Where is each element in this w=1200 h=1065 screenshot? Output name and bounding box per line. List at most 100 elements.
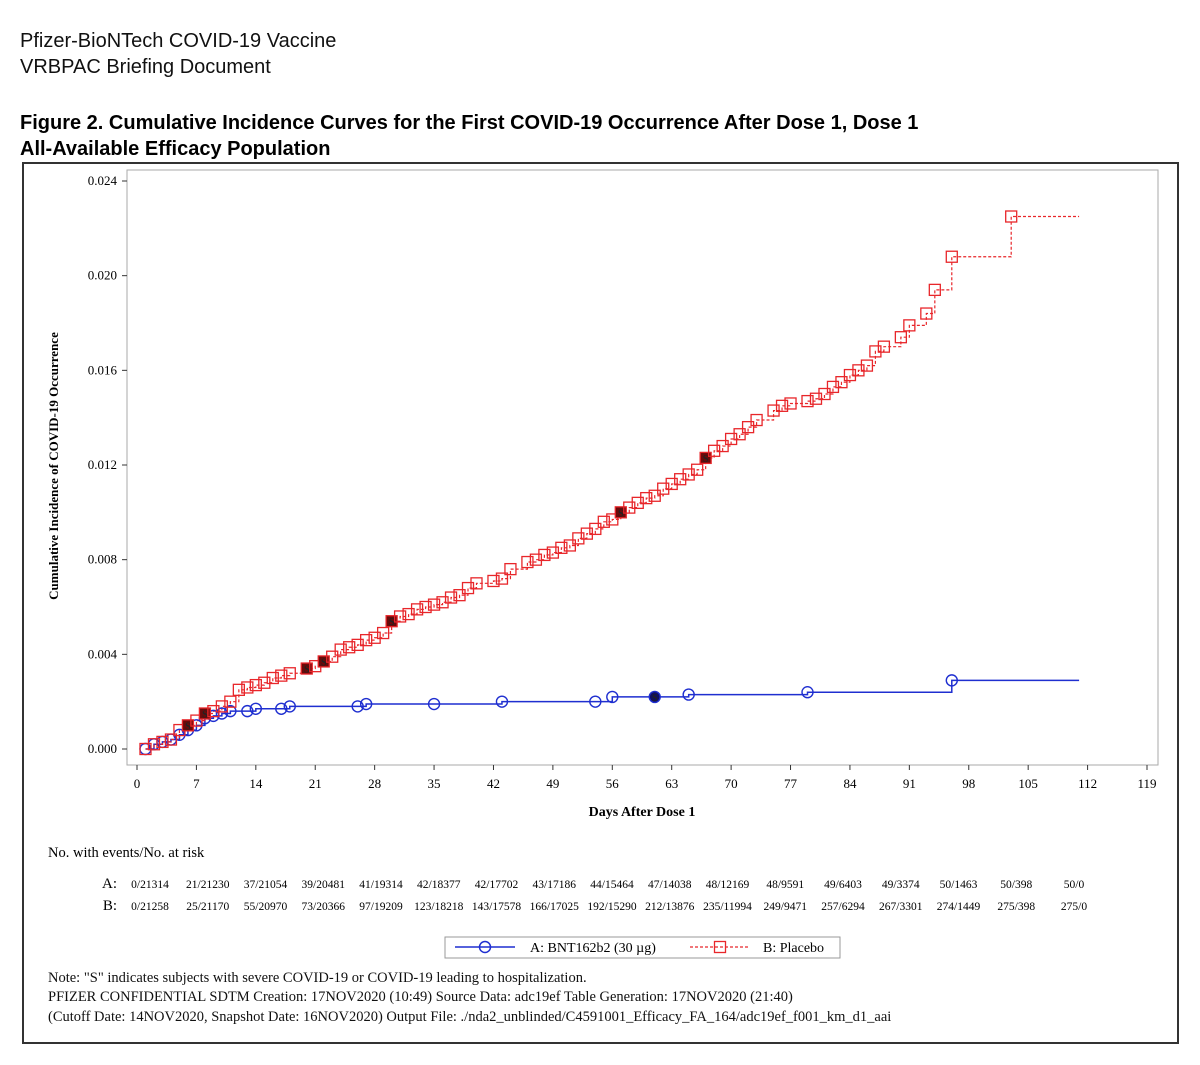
severe-point-placebo — [181, 719, 195, 732]
at-risk-cell: 97/19209 — [359, 901, 403, 913]
data-point-placebo — [784, 397, 797, 410]
severe-marker-label: S — [618, 508, 624, 519]
data-point-placebo — [139, 742, 152, 756]
data-point-placebo — [589, 522, 602, 536]
figure-title: Figure 2. Cumulative Incidence Curves fo… — [20, 110, 918, 162]
data-point-placebo — [580, 527, 593, 540]
data-point-bnt162b2 — [589, 695, 602, 708]
data-point-placebo — [648, 489, 661, 502]
severe-marker-label: S — [389, 617, 395, 628]
data-point-placebo — [156, 735, 169, 749]
data-point-placebo — [487, 574, 500, 588]
x-tick-label: 63 — [665, 776, 678, 791]
data-point-placebo — [453, 589, 466, 602]
data-point-placebo — [801, 394, 814, 408]
data-point-placebo — [351, 638, 364, 652]
at-risk-cell: 123/18218 — [414, 901, 463, 913]
data-point-placebo — [393, 610, 407, 623]
y-tick-label: 0.000 — [88, 741, 117, 756]
note-line-1: Note: "S" indicates subjects with severe… — [48, 970, 587, 986]
at-risk-cell: 267/3301 — [879, 901, 923, 913]
at-risk-row-label: A: — [102, 876, 117, 892]
figure-title-line-1: Figure 2. Cumulative Incidence Curves fo… — [20, 112, 919, 134]
data-point-bnt162b2 — [249, 702, 263, 715]
severe-marker-label: S — [703, 454, 709, 465]
data-point-placebo — [597, 515, 610, 528]
data-point-placebo — [767, 404, 780, 417]
data-point-placebo — [410, 603, 424, 616]
legend-box — [444, 936, 841, 959]
severe-marker-label: S — [185, 721, 191, 732]
figure-frame — [22, 162, 1179, 1044]
y-axis-label: Cumulative Incidence of COVID-19 Occurre… — [46, 332, 61, 600]
data-point-placebo — [563, 539, 577, 552]
data-point-placebo — [920, 307, 933, 320]
at-risk-cell: 44/15464 — [590, 879, 634, 891]
data-point-placebo — [809, 392, 823, 405]
data-point-placebo — [869, 345, 882, 358]
at-risk-cell: 41/19314 — [359, 879, 403, 891]
at-risk-cell: 48/9591 — [766, 879, 804, 891]
at-risk-cell: 275/398 — [997, 901, 1035, 913]
data-point-placebo — [741, 420, 755, 434]
data-point-placebo — [190, 714, 203, 727]
at-risk-cell: 249/9471 — [764, 901, 808, 913]
data-point-placebo — [945, 250, 958, 263]
severe-point-placebo — [300, 662, 313, 675]
at-risk-cell: 37/21054 — [244, 879, 288, 891]
y-tick-label: 0.016 — [88, 362, 118, 377]
data-point-bnt162b2 — [495, 695, 509, 708]
y-tick-label: 0.020 — [88, 268, 117, 283]
data-point-placebo — [538, 548, 551, 562]
data-point-placebo — [529, 553, 543, 566]
data-point-placebo — [657, 482, 670, 495]
x-tick-label: 28 — [368, 776, 381, 791]
data-point-placebo — [733, 428, 746, 441]
severe-marker-label: S — [652, 693, 658, 704]
data-point-placebo — [852, 364, 865, 377]
at-risk-cell: 50/398 — [1000, 879, 1032, 891]
severe-point-placebo — [198, 707, 212, 720]
data-point-placebo — [368, 631, 381, 644]
x-tick-label: 7 — [193, 776, 200, 791]
data-point-placebo — [275, 669, 288, 682]
data-point-placebo — [843, 368, 857, 382]
y-tick-label: 0.004 — [88, 646, 118, 661]
data-point-placebo — [775, 399, 789, 412]
at-risk-cell: 192/15290 — [587, 901, 636, 913]
data-point-bnt162b2 — [606, 690, 619, 704]
x-tick-label: 35 — [428, 776, 441, 791]
severe-point-placebo — [699, 451, 712, 465]
data-point-placebo — [707, 444, 721, 457]
at-risk-cell: 143/17578 — [472, 901, 521, 913]
data-point-placebo — [164, 733, 178, 746]
data-point-bnt162b2 — [241, 704, 254, 718]
data-point-placebo — [266, 671, 279, 685]
legend: A: BNT162b2 (30 µg) B: Placebo — [444, 936, 841, 959]
data-point-placebo — [360, 633, 373, 647]
data-point-bnt162b2 — [945, 674, 958, 687]
note-line-3: (Cutoff Date: 14NOV2020, Snapshot Date: … — [48, 1009, 892, 1025]
x-tick-label: 14 — [249, 776, 263, 791]
at-risk-row-label: B: — [103, 898, 117, 914]
data-point-placebo — [207, 704, 220, 718]
data-point-placebo — [818, 387, 831, 401]
at-risk-cell: 47/14038 — [648, 879, 692, 891]
data-point-placebo — [640, 491, 653, 505]
at-risk-cell: 235/11994 — [703, 901, 752, 913]
x-tick-label: 77 — [784, 776, 798, 791]
y-tick-label: 0.008 — [88, 552, 117, 567]
at-risk-cell: 274/1449 — [937, 901, 981, 913]
at-risk-cell: 49/3374 — [882, 879, 920, 891]
at-risk-cell: 166/17025 — [530, 901, 579, 913]
legend-b-marker — [713, 940, 727, 954]
header-line-1: Pfizer-BioNTech COVID-19 Vaccine — [20, 30, 337, 52]
severe-marker-label: S — [321, 657, 327, 668]
data-point-placebo — [665, 477, 678, 491]
at-risk-cell: 55/20970 — [244, 901, 288, 913]
at-risk-cell: 0/21258 — [131, 901, 169, 913]
x-tick-label: 98 — [962, 776, 975, 791]
data-point-placebo — [402, 607, 415, 621]
at-risk-cell: 21/21230 — [186, 879, 230, 891]
